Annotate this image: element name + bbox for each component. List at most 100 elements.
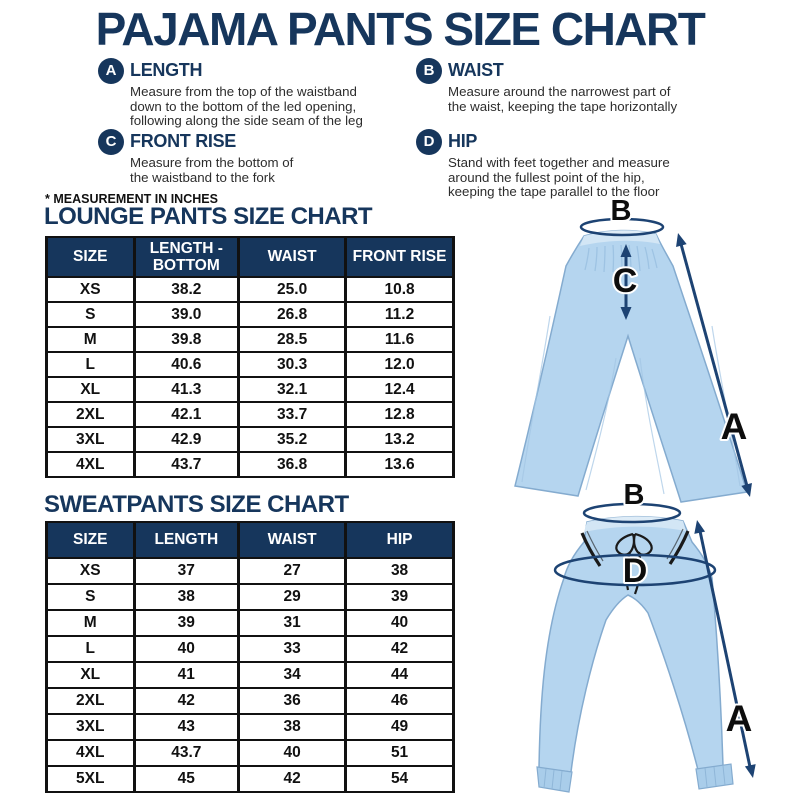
value-cell: 41	[132, 661, 241, 689]
value-cell: 13.6	[344, 451, 455, 478]
definition-header: B WAIST	[416, 57, 746, 84]
value-cell: 51	[344, 739, 455, 767]
size-cell: L	[45, 635, 136, 663]
col-header-front-rise: FRONT RISE	[344, 236, 455, 278]
right-cuff	[695, 763, 734, 790]
value-cell: 29	[237, 583, 348, 611]
value-cell: 40.6	[132, 351, 241, 378]
value-cell: 31	[237, 609, 348, 637]
letter-badge-b: B	[416, 57, 442, 84]
col-header-length-bottom: LENGTH - BOTTOM	[132, 236, 241, 278]
value-cell: 34	[237, 661, 348, 689]
value-cell: 12.4	[344, 376, 455, 403]
value-cell: 25.0	[237, 276, 348, 303]
value-cell: 38	[344, 557, 455, 585]
size-cell: S	[45, 301, 136, 328]
value-cell: 39.8	[132, 326, 241, 353]
letter-badge-a: A	[98, 57, 124, 84]
pocket-slashes	[580, 528, 690, 567]
col-header-length: LENGTH	[132, 521, 241, 559]
value-cell: 12.0	[344, 351, 455, 378]
definition-title-length: LENGTH	[130, 60, 203, 80]
value-cell: 35.2	[237, 426, 348, 453]
definition-hip: D HIP Stand with feet together and measu…	[416, 128, 746, 200]
value-cell: 42	[237, 765, 348, 793]
definition-title-front-rise: FRONT RISE	[130, 131, 237, 151]
value-cell: 42.1	[132, 401, 241, 428]
size-cell: S	[45, 583, 136, 611]
definition-title-hip: HIP	[448, 131, 478, 151]
value-cell: 38	[237, 713, 348, 741]
table-row: 3XL 42.9 35.2 13.2	[45, 426, 455, 453]
sweatpants-illustration: B D A	[536, 477, 756, 793]
value-cell: 41.3	[132, 376, 241, 403]
value-cell: 27	[237, 557, 348, 585]
size-cell: 4XL	[45, 739, 136, 767]
table-row: S 39.0 26.8 11.2	[45, 301, 455, 328]
value-cell: 42	[344, 635, 455, 663]
size-cell: 3XL	[45, 426, 136, 453]
value-cell: 40	[237, 739, 348, 767]
definition-front-rise: C FRONT RISE Measure from the bottom of …	[98, 128, 410, 185]
page-title: PAJAMA PANTS SIZE CHART	[95, 3, 706, 55]
letter-badge-c: C	[98, 128, 124, 155]
lounge-pants-body	[514, 229, 748, 503]
col-header-hip: HIP	[344, 521, 455, 559]
definition-header: A LENGTH	[98, 57, 410, 84]
value-cell: 49	[344, 713, 455, 741]
col-header-waist: WAIST	[237, 521, 348, 559]
table-row: M 39 31 40	[45, 609, 455, 637]
table-row: XS 37 27 38	[45, 557, 455, 585]
table-row: 4XL 43.7 36.8 13.6	[45, 451, 455, 478]
size-cell: XL	[45, 661, 136, 689]
value-cell: 43	[132, 713, 241, 741]
value-cell: 32.1	[237, 376, 348, 403]
definition-description-hip: Stand with feet together and measure aro…	[448, 155, 670, 200]
value-cell: 11.6	[344, 326, 455, 353]
waistband-gathering-texture	[584, 244, 658, 274]
label-c: C	[613, 262, 638, 300]
size-cell: 2XL	[45, 401, 136, 428]
definition-title-waist: WAIST	[448, 60, 504, 80]
value-cell: 13.2	[344, 426, 455, 453]
value-cell: 26.8	[237, 301, 348, 328]
lounge-chart-title: LOUNGE PANTS SIZE CHART	[44, 203, 373, 230]
size-cell: XL	[45, 376, 136, 403]
size-cell: 4XL	[45, 451, 136, 478]
value-cell: 43.7	[132, 451, 241, 478]
waist-measure-ellipse	[582, 502, 682, 524]
value-cell: 33	[237, 635, 348, 663]
table-row: S 38 29 39	[45, 583, 455, 611]
sweat-chart-title: SWEATPANTS SIZE CHART	[44, 491, 349, 518]
length-arrow	[694, 520, 756, 778]
value-cell: 39	[132, 609, 241, 637]
value-cell: 37	[132, 557, 241, 585]
sweatpants-size-table: SIZE LENGTH WAIST HIP XS 37 27 38 S 38 29 39 M 39…	[45, 521, 455, 793]
size-cell: L	[45, 351, 136, 378]
table-row: XS 38.2 25.0 10.8	[45, 276, 455, 303]
measurement-unit-note: * MEASUREMENT IN INCHES	[45, 192, 218, 206]
value-cell: 43.7	[132, 739, 241, 767]
value-cell: 38	[132, 583, 241, 611]
table-row: 3XL 43 38 49	[45, 713, 455, 741]
definition-header: C FRONT RISE	[98, 128, 410, 155]
size-cell: 3XL	[45, 713, 136, 741]
value-cell: 42	[132, 687, 241, 715]
definition-description-front-rise: Measure from the bottom of the waistband…	[130, 155, 294, 185]
value-cell: 46	[344, 687, 455, 715]
value-cell: 40	[344, 609, 455, 637]
definition-waist: B WAIST Measure around the narrowest par…	[416, 57, 746, 114]
table-row: XL 41 34 44	[45, 661, 455, 689]
table-row: L 40 33 42	[45, 635, 455, 663]
value-cell: 36.8	[237, 451, 348, 478]
value-cell: 45	[132, 765, 241, 793]
letter-badge-d: D	[416, 128, 442, 155]
col-header-waist: WAIST	[237, 236, 348, 278]
waist-measure-ellipse	[579, 217, 665, 237]
col-header-size: SIZE	[45, 521, 136, 559]
table-header-row: SIZE LENGTH - BOTTOM WAIST FRONT RISE	[45, 236, 455, 278]
table-row: 2XL 42 36 46	[45, 687, 455, 715]
lounge-size-table: SIZE LENGTH - BOTTOM WAIST FRONT RISE XS…	[45, 236, 455, 478]
value-cell: 40	[132, 635, 241, 663]
